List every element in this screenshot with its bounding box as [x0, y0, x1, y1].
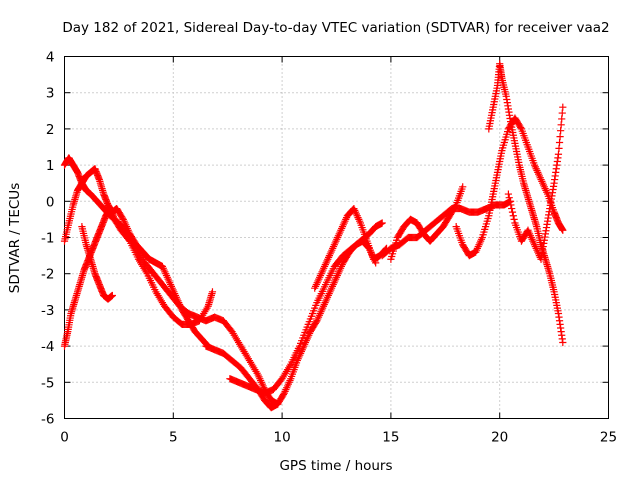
y-axis-label: SDTVAR / TECUs: [7, 183, 23, 293]
y-tick-label: 2: [46, 122, 55, 138]
data-point: [303, 323, 311, 331]
y-tick-label: 1: [46, 158, 55, 174]
series-group: [485, 60, 567, 347]
data-point: [302, 326, 310, 334]
data-point: [390, 244, 398, 252]
data-point: [295, 342, 304, 350]
data-point: [301, 328, 309, 337]
data-point: [451, 202, 459, 210]
series-group: [78, 223, 116, 303]
series-group: [226, 219, 386, 397]
data-point: [478, 233, 486, 242]
data-point: [387, 255, 395, 263]
data-point: [498, 147, 506, 155]
data-point: [505, 194, 513, 202]
data-point: [502, 133, 510, 141]
data-point: [558, 115, 566, 123]
data-point: [501, 136, 509, 144]
data-point: [500, 138, 508, 147]
data-point: [388, 252, 396, 261]
y-tick-label: 4: [46, 50, 55, 66]
data-point: [305, 318, 313, 326]
data-point: [508, 208, 517, 216]
data-point: [483, 217, 491, 225]
data-point: [556, 132, 564, 141]
data-point: [510, 215, 518, 223]
data-point: [306, 315, 314, 323]
data-point: [554, 150, 563, 158]
data-point: [504, 190, 513, 198]
series-group: [504, 103, 567, 263]
data-point: [300, 331, 308, 339]
x-tick-label: 15: [382, 430, 399, 446]
data-point: [558, 109, 566, 117]
data-point: [389, 247, 397, 255]
data-point: [555, 144, 563, 152]
data-point: [481, 223, 490, 231]
data-point: [508, 204, 516, 213]
series-group: [60, 165, 212, 350]
y-tick-label: -2: [41, 267, 54, 283]
data-point: [308, 309, 317, 318]
data-point: [108, 291, 116, 300]
data-point: [459, 183, 467, 191]
x-tick-label: 25: [600, 430, 617, 446]
data-point: [559, 338, 567, 347]
data-point: [298, 337, 306, 345]
x-tick-label: 0: [60, 430, 69, 446]
data-point: [499, 141, 508, 149]
data-point: [517, 123, 525, 132]
data-point: [378, 219, 386, 227]
data-point: [391, 242, 399, 250]
y-tick-label: 3: [46, 86, 55, 102]
x-tick-label: 10: [274, 430, 291, 446]
data-point: [484, 214, 492, 223]
data-point: [503, 130, 511, 138]
data-point: [299, 334, 307, 342]
y-tick-label: 0: [46, 194, 55, 210]
series-group: [452, 114, 567, 260]
data-point: [481, 225, 489, 233]
data-point: [555, 138, 564, 147]
data-point: [312, 301, 320, 309]
chart-title: Day 182 of 2021, Sidereal Day-to-day VTE…: [62, 20, 609, 36]
data-points: [60, 60, 567, 412]
data-point: [557, 127, 565, 135]
data-point: [482, 220, 490, 228]
series-group: [311, 204, 391, 292]
data-point: [480, 228, 488, 236]
x-tick-label: 20: [491, 430, 508, 446]
data-point: [509, 212, 517, 220]
y-tick-label: -1: [41, 231, 54, 247]
data-point: [393, 236, 401, 244]
data-point: [311, 304, 319, 312]
data-point: [507, 201, 515, 209]
data-point: [304, 320, 312, 328]
data-point: [479, 231, 487, 239]
x-tick-label: 5: [169, 430, 178, 446]
data-point: [310, 307, 318, 315]
data-point: [208, 288, 217, 296]
y-tick-label: -3: [41, 303, 54, 319]
data-point: [559, 103, 567, 111]
data-point: [503, 128, 512, 136]
series-group: [387, 183, 467, 263]
axis-ticks: 0 5 10 15 20 25 -6 -5 -4 -3 -2 -1 0 1 2 3 4: [41, 50, 617, 446]
y-tick-label: -4: [41, 339, 54, 355]
data-point: [296, 339, 305, 347]
data-point: [557, 121, 565, 129]
data-point: [392, 239, 400, 247]
data-point: [388, 250, 397, 258]
data-point: [559, 226, 567, 234]
data-point: [307, 312, 316, 320]
data-point: [506, 197, 514, 205]
y-tick-label: -5: [41, 375, 54, 391]
x-axis-label: GPS time / hours: [279, 458, 392, 474]
y-tick-label: -6: [41, 412, 54, 428]
data-point: [499, 144, 507, 152]
